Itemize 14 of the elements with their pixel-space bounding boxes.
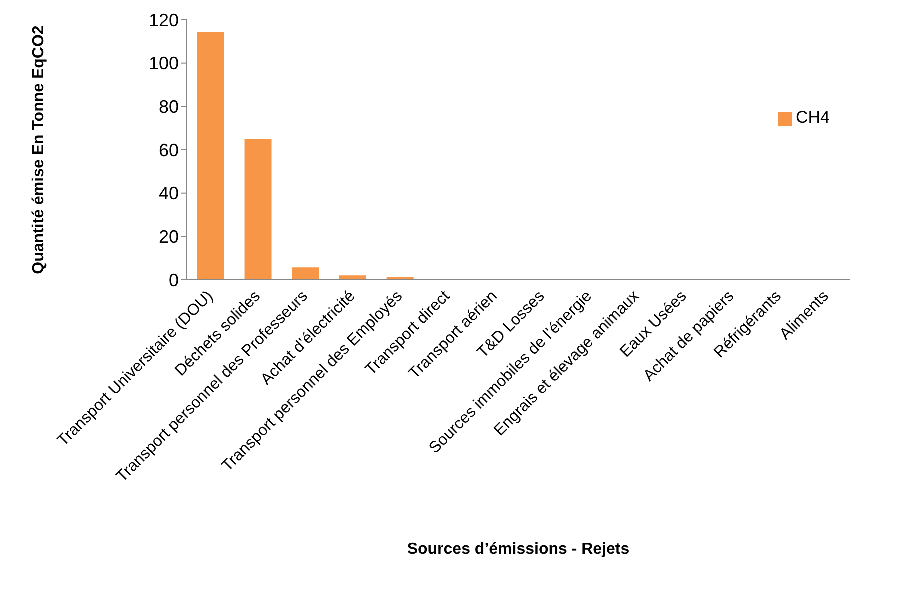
y-tick-label: 60 <box>158 140 179 160</box>
y-tick-label: 40 <box>158 184 179 204</box>
y-tick-label: 0 <box>168 270 179 290</box>
bar <box>197 32 224 280</box>
y-tick-label: 80 <box>158 97 179 118</box>
y-tick-label: 100 <box>148 54 179 74</box>
legend-label: CH4 <box>796 108 830 127</box>
y-axis-title: Quantité émise En Tonne EqCO2 <box>30 26 48 274</box>
bar <box>292 268 320 280</box>
bar <box>339 276 366 280</box>
bar <box>244 139 272 280</box>
y-tick-label: 20 <box>158 227 179 248</box>
x-axis-title: Sources d’émissions - Rejets <box>407 541 630 558</box>
y-tick-label: 120 <box>148 10 179 30</box>
